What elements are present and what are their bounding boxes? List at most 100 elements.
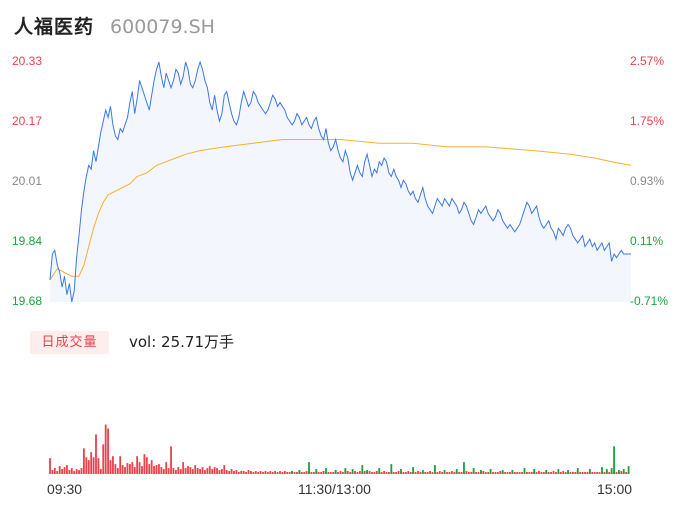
volume-bar-up <box>73 471 76 474</box>
volume-bar-down <box>351 469 354 474</box>
volume-bar-up <box>257 472 260 474</box>
volume-bar-up <box>247 470 250 474</box>
price-tick-3: 19.84 <box>12 234 43 248</box>
volume-bar-up <box>516 472 519 474</box>
volume-bar-up <box>235 470 238 474</box>
volume-bar-down <box>463 462 465 474</box>
volume-bar-up <box>269 471 272 474</box>
avg-price-line <box>49 139 632 281</box>
volume-bar-up <box>133 467 136 474</box>
volume-bar-up <box>465 471 468 474</box>
volume-bar-up <box>417 471 419 474</box>
volume-bar-up <box>458 472 461 474</box>
volume-bar-up <box>375 471 378 474</box>
volume-bar-up <box>603 472 606 474</box>
volume-bar-up <box>371 472 373 474</box>
volume-bar-up <box>368 471 371 474</box>
volume-bar-up <box>496 472 499 474</box>
volume-bar-down <box>627 466 630 474</box>
volume-bar-up <box>494 472 497 474</box>
volume-bar-up <box>102 444 105 474</box>
volume-bar-up <box>356 472 359 474</box>
volume-bar-up <box>242 471 245 474</box>
volume-bar-up <box>131 462 134 474</box>
volume-bar-up <box>305 471 308 474</box>
price-area-layer <box>50 62 631 302</box>
volume-bar-up <box>53 468 56 474</box>
volume-bar-up <box>266 472 269 474</box>
volume-bar-up <box>402 472 405 474</box>
volume-bar-up <box>228 471 231 474</box>
volume-bar-up <box>196 468 199 474</box>
volume-bar-down <box>610 468 613 474</box>
volume-bar-up <box>75 469 78 474</box>
volume-bar-up <box>300 472 303 474</box>
volume-bar-up <box>95 434 97 474</box>
volume-bar-up <box>424 472 427 474</box>
volume-bar-up <box>233 471 235 474</box>
volume-bar-down <box>601 467 603 474</box>
price-area <box>50 62 631 302</box>
volume-bar-up <box>90 452 93 474</box>
volume-bar-up <box>346 471 349 474</box>
volume-bar-up <box>598 472 601 474</box>
volume-bar-down <box>489 469 492 474</box>
volume-bar-down <box>412 467 415 474</box>
volume-bar-up <box>252 472 255 474</box>
volume-bar-up <box>625 472 628 474</box>
volume-bar-up <box>579 472 582 474</box>
volume-bar-down <box>588 469 591 474</box>
volume-tab[interactable]: 日成交量 <box>30 331 109 354</box>
volume-bar-up <box>332 472 335 474</box>
volume-bar-up <box>225 470 228 474</box>
volume-bar-down <box>315 469 318 474</box>
volume-bar-up <box>441 472 444 474</box>
volume-bar-up <box>395 472 398 474</box>
volume-bar-up <box>293 472 296 474</box>
volume-bar-up <box>78 470 80 474</box>
price-tick-2: 20.01 <box>12 174 43 188</box>
volume-bar-up <box>66 465 68 474</box>
volume-bar-up <box>104 424 107 474</box>
volume-bar-up <box>184 468 187 474</box>
volume-bar-up <box>540 472 543 474</box>
volume-bar-up <box>453 472 456 474</box>
volume-bar-up <box>569 472 572 474</box>
volume-bar-down <box>576 468 579 474</box>
volume-bar-up <box>320 472 323 474</box>
volume-bar-down <box>308 462 310 474</box>
volume-bar-down <box>366 470 369 474</box>
volume-bar-up <box>245 472 247 474</box>
volume-bar-up <box>99 469 102 474</box>
volume-bar-up <box>250 471 252 474</box>
volume-bar-up <box>109 460 112 474</box>
volume-bar-up <box>429 471 431 474</box>
volume-bar-up <box>187 466 189 474</box>
volume-bar-up <box>591 472 594 474</box>
volume-bar-up <box>521 472 523 474</box>
volume-bar-down <box>455 469 458 474</box>
volume-bar-up <box>240 471 243 474</box>
volume-bar-up <box>119 456 122 474</box>
volume-bar-down <box>557 469 560 474</box>
volume-bar-up <box>448 472 451 474</box>
volume-bar-up <box>596 472 599 474</box>
time-tick-open: 09:30 <box>47 481 83 497</box>
volume-bar-down <box>617 470 620 474</box>
volume-bar-up <box>126 463 129 474</box>
volume-bar-up <box>199 469 201 474</box>
volume-bar-up <box>179 469 182 474</box>
volume-bar-up <box>329 472 332 474</box>
volume-bar-up <box>555 472 557 474</box>
price-tick-1: 20.17 <box>12 114 43 128</box>
volume-bar-up <box>392 472 395 474</box>
volume-bar-up <box>528 472 531 474</box>
volume-bar-up <box>397 471 400 474</box>
volume-bar-up <box>550 472 553 474</box>
volume-bar-up <box>61 469 64 474</box>
volume-bar-up <box>571 472 574 474</box>
volume-bar-up <box>581 472 584 474</box>
volume-bar-up <box>155 465 158 474</box>
volume-bar-up <box>538 471 540 474</box>
volume-bar-up <box>170 446 172 474</box>
